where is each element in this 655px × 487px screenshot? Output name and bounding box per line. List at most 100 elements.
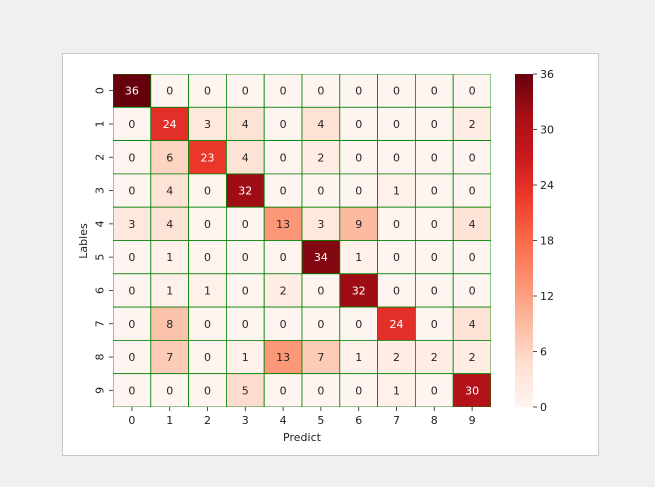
cell-value-label: 0: [355, 318, 362, 331]
heatmap-cell: [150, 140, 190, 175]
y-tick-label: 6: [94, 287, 107, 294]
cell-value-label: 0: [355, 85, 362, 98]
x-tick-label: 6: [355, 414, 362, 427]
x-tick-label: 3: [242, 414, 249, 427]
heatmap-cell: [339, 273, 378, 308]
cell-value-label: 24: [390, 318, 404, 331]
cell-value-label: 7: [317, 351, 324, 364]
heatmap-cell: [113, 306, 152, 341]
heatmap-cell: [414, 173, 454, 208]
cell-value-label: 0: [393, 118, 400, 131]
cell-value-label: 0: [204, 351, 211, 364]
cell-value-label: 0: [431, 251, 438, 264]
heatmap-cell: [150, 106, 190, 142]
cell-value-label: 0: [317, 284, 324, 297]
cell-value-label: 0: [469, 284, 476, 297]
cell-value-label: 0: [355, 118, 362, 131]
heatmap-cell: [113, 339, 152, 375]
cell-value-label: 1: [355, 351, 362, 364]
heatmap-cell: [301, 106, 341, 142]
cell-value-label: 0: [355, 151, 362, 164]
cell-value-label: 4: [469, 218, 476, 231]
colorbar-tick-label: 24: [540, 179, 554, 192]
heatmap-cell: [414, 74, 454, 108]
cell-value-label: 0: [128, 151, 135, 164]
cell-value-label: 4: [242, 151, 249, 164]
heatmap-cell: [263, 206, 303, 241]
heatmap-cell: [414, 140, 454, 175]
cell-value-label: 0: [204, 384, 211, 397]
cell-value-label: 0: [280, 85, 287, 98]
heatmap-cell: [150, 373, 190, 407]
heatmap-cell: [452, 373, 491, 407]
x-tick-label: 9: [469, 414, 476, 427]
cell-value-label: 0: [355, 384, 362, 397]
heatmap-cell: [452, 306, 491, 341]
cell-value-label: 2: [431, 351, 438, 364]
heatmap-cell: [150, 74, 190, 108]
y-tick-label: 7: [94, 320, 107, 327]
cell-value-label: 0: [242, 218, 249, 231]
cell-value-label: 0: [431, 185, 438, 198]
heatmap-cells: 36 0 0 0 0 0 0 0 0 00 24 3 4 0 4 0 0 0 20 6 23 4 0 2 0 0 0 00 4 0 32 0 0…: [113, 74, 491, 407]
heatmap-cell: [452, 240, 491, 275]
heatmap-cell: [263, 240, 303, 275]
heatmap-cell: [150, 306, 190, 341]
cell-value-label: 30: [465, 384, 479, 397]
heatmap-cell: [263, 339, 303, 375]
cell-value-label: 0: [280, 318, 287, 331]
heatmap-cell: [339, 339, 378, 375]
cell-value-label: 3: [128, 218, 135, 231]
cell-value-label: 3: [204, 118, 211, 131]
heatmap-cell: [225, 206, 265, 241]
heatmap-cell: [414, 106, 454, 142]
heatmap-cell: [414, 206, 454, 241]
cell-value-label: 1: [204, 284, 211, 297]
cell-value-label: 0: [431, 284, 438, 297]
heatmap-cell: [377, 273, 416, 308]
colorbar-tick-label: 18: [540, 235, 554, 248]
cell-value-label: 32: [238, 185, 252, 198]
heatmap-cell: [414, 273, 454, 308]
x-axis-label: Predict: [283, 431, 322, 444]
heatmap-cell: [263, 306, 303, 341]
heatmap-cell: [414, 240, 454, 275]
heatmap-cell: [150, 173, 190, 208]
cell-value-label: 13: [276, 351, 290, 364]
cell-value-label: 0: [431, 85, 438, 98]
colorbar-ticks: 0 6 12 18 24 30 36: [533, 68, 554, 414]
heatmap-cell: [263, 140, 303, 175]
cell-value-label: 0: [280, 384, 287, 397]
cell-value-label: 7: [166, 351, 173, 364]
heatmap-cell: [225, 306, 265, 341]
y-tick-label: 2: [94, 154, 107, 161]
heatmap-cell: [377, 74, 416, 108]
cell-value-label: 0: [393, 151, 400, 164]
heatmap-cell: [301, 339, 341, 375]
x-tick-label: 8: [431, 414, 438, 427]
heatmap-cell: [339, 240, 378, 275]
cell-value-label: 0: [393, 284, 400, 297]
y-tick-label: 1: [94, 120, 107, 127]
cell-value-label: 34: [314, 251, 328, 264]
heatmap-cell: [113, 140, 152, 175]
cell-value-label: 1: [393, 384, 400, 397]
heatmap-cell: [377, 373, 416, 407]
y-tick-label: 4: [94, 220, 107, 227]
heatmap-cell: [452, 339, 491, 375]
cell-value-label: 23: [201, 151, 215, 164]
cell-value-label: 0: [393, 251, 400, 264]
cell-value-label: 6: [166, 151, 173, 164]
cell-value-label: 0: [204, 318, 211, 331]
heatmap-cell: [339, 106, 378, 142]
heatmap-cell: [301, 240, 341, 275]
cell-value-label: 0: [280, 251, 287, 264]
cell-value-label: 1: [355, 251, 362, 264]
cell-value-label: 0: [431, 151, 438, 164]
heatmap-cell: [301, 206, 341, 241]
heatmap-cell: [188, 240, 227, 275]
cell-value-label: 0: [242, 251, 249, 264]
cell-value-label: 0: [204, 251, 211, 264]
cell-value-label: 2: [469, 351, 476, 364]
heatmap-cell: [225, 240, 265, 275]
